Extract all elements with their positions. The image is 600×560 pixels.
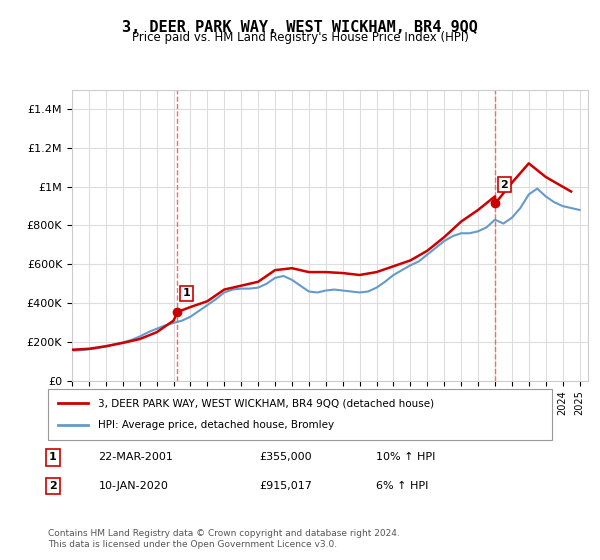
Text: £915,017: £915,017 [260,481,313,491]
Text: Price paid vs. HM Land Registry's House Price Index (HPI): Price paid vs. HM Land Registry's House … [131,31,469,44]
Text: 6% ↑ HPI: 6% ↑ HPI [376,481,428,491]
Text: Contains HM Land Registry data © Crown copyright and database right 2024.
This d: Contains HM Land Registry data © Crown c… [48,529,400,549]
Text: 22-MAR-2001: 22-MAR-2001 [98,452,173,462]
Text: 2: 2 [500,180,508,190]
Text: 1: 1 [49,452,57,462]
Text: 2: 2 [49,481,57,491]
Text: 10% ↑ HPI: 10% ↑ HPI [376,452,435,462]
Text: 3, DEER PARK WAY, WEST WICKHAM, BR4 9QQ: 3, DEER PARK WAY, WEST WICKHAM, BR4 9QQ [122,20,478,35]
Text: HPI: Average price, detached house, Bromley: HPI: Average price, detached house, Brom… [98,421,335,431]
FancyBboxPatch shape [48,389,552,440]
Text: £355,000: £355,000 [260,452,313,462]
Text: 10-JAN-2020: 10-JAN-2020 [98,481,168,491]
Text: 1: 1 [182,288,190,298]
Text: 3, DEER PARK WAY, WEST WICKHAM, BR4 9QQ (detached house): 3, DEER PARK WAY, WEST WICKHAM, BR4 9QQ … [98,398,434,408]
